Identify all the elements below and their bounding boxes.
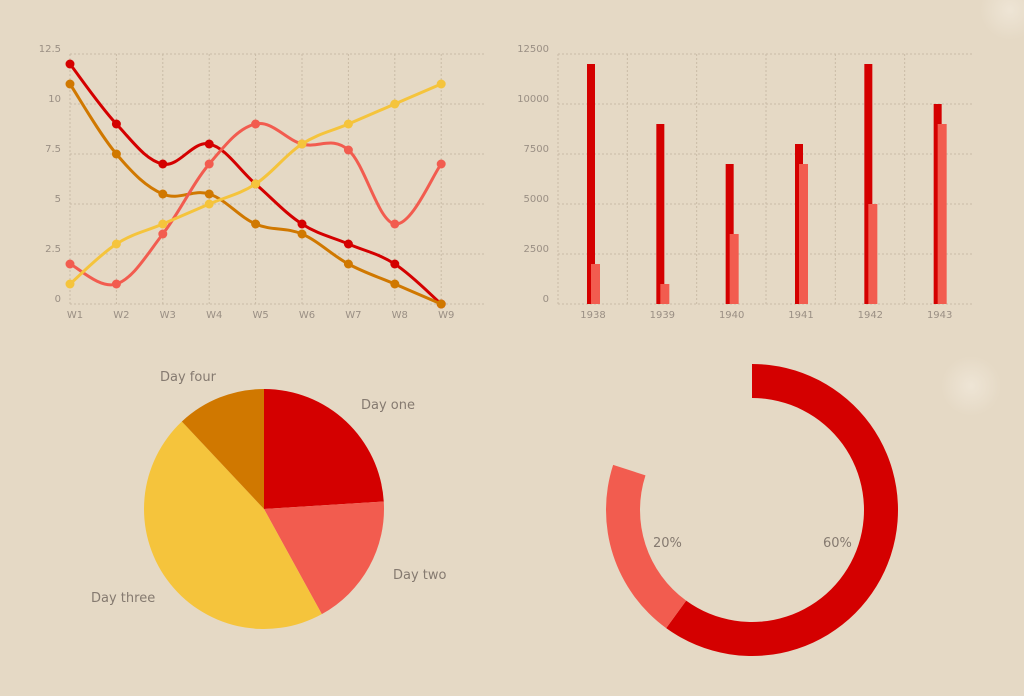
data-point[interactable] <box>343 145 353 155</box>
pie-chart: Day one Day two Day three Day four <box>91 370 447 630</box>
donut-segment-1[interactable] <box>666 364 899 656</box>
y-tick-label: 0 <box>55 294 61 305</box>
line-series-coral <box>65 119 446 289</box>
y-tick-label: 7.5 <box>45 144 61 155</box>
pie-label: Day one <box>361 398 415 413</box>
data-point[interactable] <box>390 279 400 289</box>
pie-slice-day-two[interactable] <box>264 501 385 615</box>
data-point[interactable] <box>390 259 400 269</box>
y-tick-label: 2.5 <box>45 244 61 255</box>
pie-slice-day-four[interactable] <box>181 389 264 509</box>
y-tick-label: 10000 <box>517 94 549 105</box>
decorative-glow <box>980 0 1024 40</box>
x-tick-label: 1941 <box>788 310 813 321</box>
bar-series-1[interactable] <box>587 64 595 304</box>
bar-series-2[interactable] <box>591 264 600 304</box>
bar-series-1[interactable] <box>656 124 665 304</box>
data-point[interactable] <box>111 279 121 289</box>
donut-label-60: 60% <box>823 536 852 551</box>
series-line <box>68 62 443 306</box>
x-tick-label: 1942 <box>858 310 883 321</box>
bar-group-1943 <box>933 104 947 304</box>
data-point[interactable] <box>204 199 214 209</box>
data-point[interactable] <box>111 239 121 249</box>
bar-series-1[interactable] <box>864 64 873 304</box>
data-point[interactable] <box>158 189 168 199</box>
data-point[interactable] <box>65 79 75 89</box>
data-point[interactable] <box>390 99 400 109</box>
x-tick-label: W1 <box>67 310 83 321</box>
y-tick-label: 12.5 <box>39 44 61 55</box>
pie-slice-day-one[interactable] <box>264 389 384 509</box>
data-point[interactable] <box>297 229 307 239</box>
data-point[interactable] <box>343 239 353 249</box>
data-point[interactable] <box>251 119 261 129</box>
data-point[interactable] <box>436 299 446 309</box>
data-point[interactable] <box>158 229 168 239</box>
donut-label-20: 20% <box>653 536 682 551</box>
y-tick-label: 7500 <box>524 144 549 155</box>
x-tick-label: W7 <box>345 310 361 321</box>
bar-series-2[interactable] <box>868 204 878 304</box>
x-tick-label: 1943 <box>927 310 952 321</box>
y-tick-label: 0 <box>543 294 549 305</box>
donut-chart: 60% 20% <box>606 364 899 656</box>
y-tick-label: 2500 <box>524 244 549 255</box>
data-point[interactable] <box>343 119 353 129</box>
x-tick-label: W2 <box>113 310 129 321</box>
pie-label: Day three <box>91 591 155 606</box>
pie-label: Day four <box>160 370 217 385</box>
data-point[interactable] <box>251 219 261 229</box>
data-point[interactable] <box>390 219 400 229</box>
x-tick-label: W9 <box>438 310 454 321</box>
pie-label: Day two <box>393 568 447 583</box>
decorative-glow <box>941 356 1001 416</box>
data-point[interactable] <box>436 79 446 89</box>
bar-chart: 0 2500 5000 7500 10000 12500 1938 1939 1940 1941 1… <box>517 44 974 321</box>
data-point[interactable] <box>204 189 214 199</box>
donut-segment-2[interactable] <box>606 464 687 629</box>
data-point[interactable] <box>65 59 75 69</box>
data-point[interactable] <box>436 159 446 169</box>
data-point[interactable] <box>251 179 261 189</box>
data-point[interactable] <box>158 159 168 169</box>
y-tick-label: 5000 <box>524 194 549 205</box>
bar-series-2[interactable] <box>799 164 808 304</box>
x-tick-label: W4 <box>206 310 222 321</box>
x-tick-label: 1940 <box>719 310 744 321</box>
x-tick-label: W6 <box>299 310 315 321</box>
data-point[interactable] <box>204 159 214 169</box>
line-series-dark-orange <box>65 79 446 309</box>
x-tick-label: W3 <box>160 310 176 321</box>
bar-series-2[interactable] <box>729 234 739 304</box>
bar-group-1940 <box>725 164 739 304</box>
bar-series-2[interactable] <box>937 124 947 304</box>
x-tick-label: W8 <box>392 310 408 321</box>
data-point[interactable] <box>297 219 307 229</box>
x-tick-label: 1939 <box>650 310 675 321</box>
bar-series-2[interactable] <box>660 284 670 304</box>
line-series-yellow <box>65 79 446 289</box>
y-tick-label: 10 <box>48 94 61 105</box>
y-tick-label: 12500 <box>517 44 549 55</box>
data-point[interactable] <box>111 119 121 129</box>
data-point[interactable] <box>111 149 121 159</box>
pie-slice-day-three[interactable] <box>143 421 322 630</box>
bar-group-1941 <box>795 144 808 304</box>
data-point[interactable] <box>158 219 168 229</box>
line-chart: 0 2.5 5 7.5 10 12.5 W1 W2 W3 W4 W5 W6 W7 W8 W9 <box>39 44 485 321</box>
x-tick-label: W5 <box>252 310 268 321</box>
data-point[interactable] <box>65 279 75 289</box>
bar-group-1938 <box>587 64 600 304</box>
data-point[interactable] <box>65 259 75 269</box>
y-tick-label: 5 <box>55 194 61 205</box>
bar-group-1939 <box>656 124 670 304</box>
bar-group-1942 <box>864 64 878 304</box>
data-point[interactable] <box>204 139 214 149</box>
data-point[interactable] <box>297 139 307 149</box>
x-tick-label: 1938 <box>580 310 605 321</box>
data-point[interactable] <box>343 259 353 269</box>
